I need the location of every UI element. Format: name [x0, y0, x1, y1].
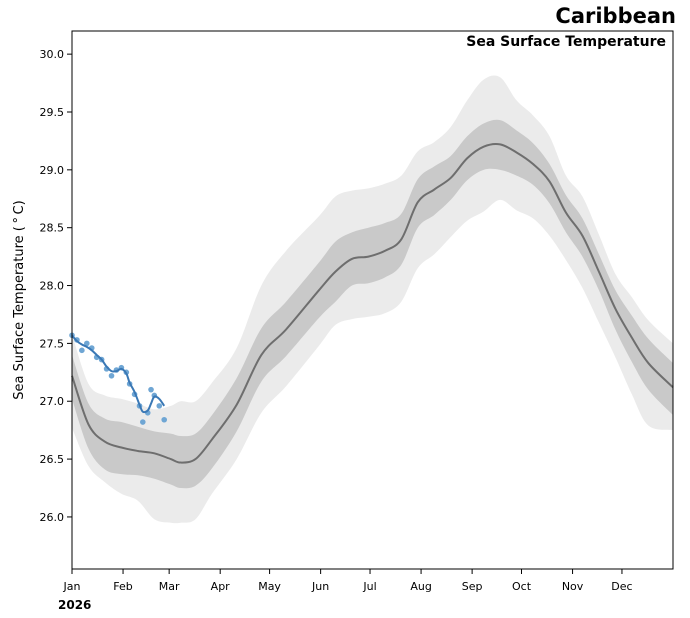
- x-tick-label: Jun: [311, 580, 329, 593]
- x-tick-label: Dec: [611, 580, 632, 593]
- observed-point: [108, 372, 115, 379]
- x-tick-label: May: [258, 580, 281, 593]
- observed-point: [156, 403, 163, 409]
- x-tick-label: Sep: [462, 580, 483, 593]
- x-tick-label: Apr: [211, 580, 231, 593]
- y-tick-label: 27.5: [40, 337, 65, 350]
- y-tick-label: 28.0: [40, 280, 65, 293]
- y-tick-label: 27.0: [40, 395, 65, 408]
- x-tick-label: Oct: [512, 580, 532, 593]
- x-tick-label: Aug: [410, 580, 431, 593]
- observed-line: [71, 334, 166, 414]
- y-tick-label: 29.0: [40, 164, 65, 177]
- year-label: 2026: [58, 598, 91, 612]
- y-tick-label: 28.5: [40, 222, 65, 235]
- plot-frame: [71, 30, 674, 570]
- y-tick-label: 30.0: [40, 48, 65, 61]
- observed-point: [161, 416, 168, 423]
- y-tick-label: 26.0: [40, 511, 65, 524]
- plot-area: [69, 75, 674, 524]
- y-tick-label: 26.5: [40, 453, 65, 466]
- x-tick-label: Mar: [159, 580, 180, 593]
- chart-subtitle: Sea Surface Temperature: [466, 34, 666, 50]
- x-tick-label: Feb: [113, 580, 132, 593]
- y-axis-label: Sea Surface Temperature ( ° C): [12, 200, 27, 399]
- x-tick-label: Jul: [362, 580, 376, 593]
- chart-title: Caribbean: [555, 4, 676, 28]
- y-axis: 26.0 26.5 27.0 27.5 28.0 28.5 29.0 29.5 30.0: [40, 48, 72, 524]
- x-tick-label: Jan: [63, 580, 81, 593]
- inner-band: [72, 119, 673, 489]
- observed-point: [140, 419, 146, 425]
- observed-point: [148, 386, 154, 393]
- observed-point: [79, 347, 85, 354]
- observed-point: [84, 340, 90, 347]
- x-axis: Jan Feb Mar Apr May Jun Jul Aug Sep Oct Nov Dec: [63, 569, 633, 593]
- y-tick-label: 29.5: [40, 106, 65, 119]
- x-tick-label: Nov: [562, 580, 584, 593]
- climatology-mean-line: [71, 143, 674, 464]
